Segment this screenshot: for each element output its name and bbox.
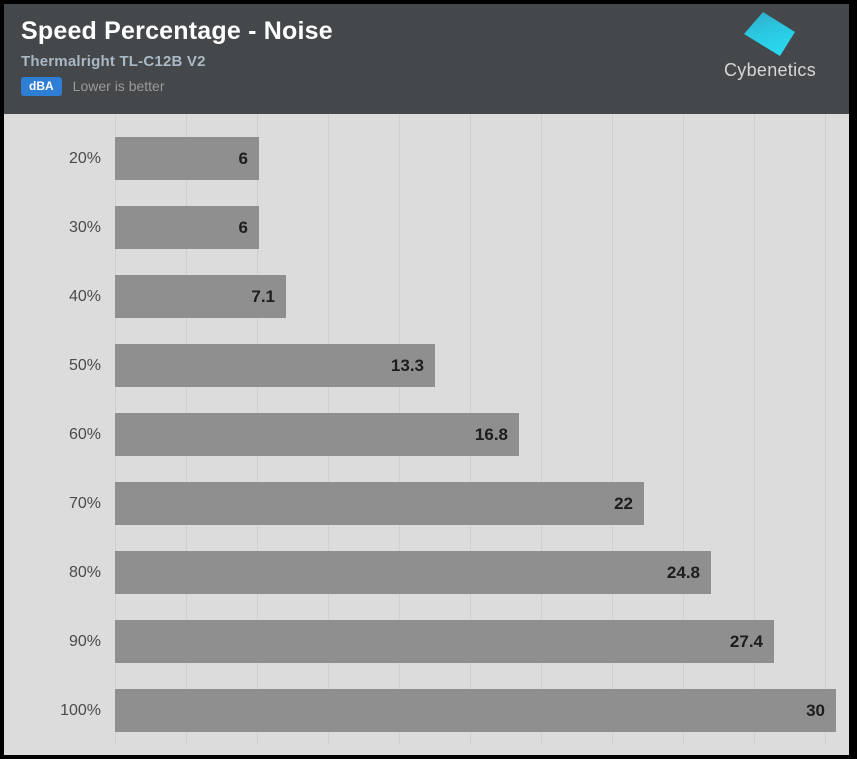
bar: 22 <box>115 482 644 525</box>
badge-row: dBA Lower is better <box>21 76 849 96</box>
bar: 6 <box>115 206 259 249</box>
value-label: 30 <box>806 701 825 720</box>
unit-badge: dBA <box>21 76 62 96</box>
category-label: 100% <box>60 702 101 719</box>
chart-title: Speed Percentage - Noise <box>21 17 333 45</box>
gridline <box>683 114 684 745</box>
gridline <box>754 114 755 745</box>
bar: 24.8 <box>115 551 711 594</box>
bar-row: 50% 13.3 <box>4 344 849 387</box>
bar-row: 20% 6 <box>4 137 849 180</box>
cybenetics-logo-text: Cybenetics <box>723 60 817 80</box>
bar-row: 60% 16.8 <box>4 413 849 456</box>
value-label: 6 <box>238 149 248 168</box>
bar-row: 70% 22 <box>4 482 849 525</box>
value-label: 13.3 <box>390 356 424 375</box>
bar: 27.4 <box>115 620 774 663</box>
chart-subtitle: Thermalright TL-C12B V2 <box>21 52 206 70</box>
category-label: 50% <box>68 357 101 374</box>
bar: 6 <box>115 137 259 180</box>
value-label: 6 <box>238 218 248 237</box>
bar-row: 40% 7.1 <box>4 275 849 318</box>
cybenetics-logo-icon <box>744 12 795 56</box>
bar: 7.1 <box>115 275 286 318</box>
category-label: 90% <box>68 633 101 650</box>
gridline <box>825 114 826 745</box>
value-label: 16.8 <box>474 425 508 444</box>
bar-row: 90% 27.4 <box>4 620 849 663</box>
value-label: 22 <box>614 494 633 513</box>
value-label: 27.4 <box>729 632 763 651</box>
bar-row: 100% 30 <box>4 689 849 732</box>
bar: 30 <box>115 689 836 732</box>
chart-header: Speed Percentage - Noise Thermalright TL… <box>4 4 849 114</box>
bar-row: 30% 6 <box>4 206 849 249</box>
gridline <box>541 114 542 745</box>
category-label: 40% <box>68 288 101 305</box>
category-label: 60% <box>68 426 101 443</box>
lower-is-better-note: Lower is better <box>72 78 165 94</box>
bar: 13.3 <box>115 344 435 387</box>
category-label: 80% <box>68 564 101 581</box>
value-label: 24.8 <box>666 563 700 582</box>
bar: 16.8 <box>115 413 519 456</box>
category-label: 70% <box>68 495 101 512</box>
plot-area: 20% 6 30% 6 40% 7.1 50% 13.3 60% 16.8 70% 22 80% 24.8… <box>4 114 849 755</box>
gridline <box>612 114 613 745</box>
cybenetics-logo: Cybenetics <box>715 12 825 81</box>
bar-row: 80% 24.8 <box>4 551 849 594</box>
category-label: 20% <box>68 150 101 167</box>
category-label: 30% <box>68 219 101 236</box>
value-label: 7.1 <box>251 287 275 306</box>
